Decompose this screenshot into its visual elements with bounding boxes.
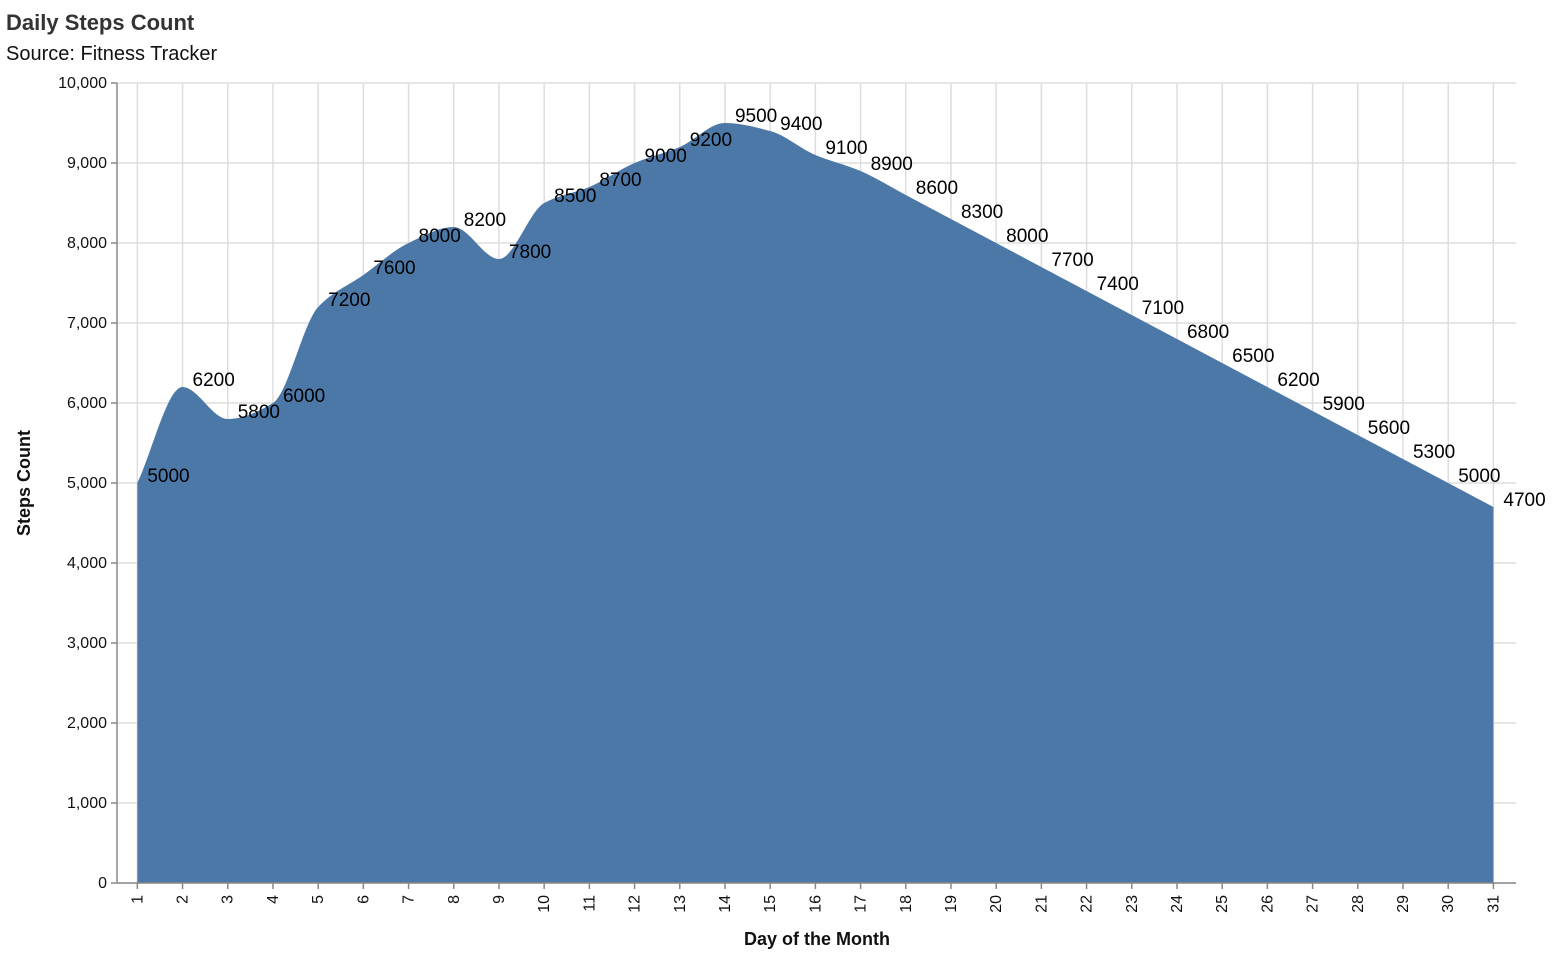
- data-label: 9100: [825, 138, 867, 159]
- data-label: 9500: [735, 106, 777, 127]
- x-tick-label: 14: [717, 895, 734, 913]
- data-label: 8300: [961, 202, 1003, 223]
- y-tick-label: 3,000: [67, 635, 107, 652]
- x-tick-label: 10: [536, 895, 553, 913]
- data-label: 6200: [1277, 370, 1319, 391]
- x-tick-label: 2: [175, 895, 192, 904]
- y-tick-label: 5,000: [67, 475, 107, 492]
- data-label: 7700: [1051, 250, 1093, 271]
- data-label: 5300: [1413, 442, 1455, 463]
- x-tick-label: 27: [1305, 895, 1322, 913]
- data-label: 5800: [238, 402, 280, 423]
- x-axis-title: Day of the Month: [744, 929, 890, 949]
- data-label: 8700: [599, 170, 641, 191]
- x-tick-label: 8: [446, 895, 463, 904]
- data-label: 7400: [1097, 274, 1139, 295]
- x-tick-label: 17: [853, 895, 870, 913]
- x-tick-label: 1: [129, 895, 146, 904]
- x-tick-label: 31: [1485, 895, 1502, 913]
- data-label: 6800: [1187, 322, 1229, 343]
- x-tick-label: 25: [1214, 895, 1231, 913]
- x-tick-label: 20: [988, 895, 1005, 913]
- x-tick-label: 23: [1124, 895, 1141, 913]
- chart-title: Daily Steps Count: [6, 10, 195, 35]
- chart-subtitle: Source: Fitness Tracker: [6, 43, 218, 65]
- data-label: 9000: [645, 146, 687, 167]
- data-label: 7200: [328, 290, 370, 311]
- y-tick-label: 2,000: [67, 715, 107, 732]
- data-label: 8600: [916, 178, 958, 199]
- x-tick-label: 30: [1440, 895, 1457, 913]
- data-label: 7100: [1142, 298, 1184, 319]
- data-label: 5600: [1368, 418, 1410, 439]
- x-tick-label: 19: [943, 895, 960, 913]
- x-tick-label: 21: [1033, 895, 1050, 913]
- data-label: 6500: [1232, 346, 1274, 367]
- data-label: 7600: [373, 258, 415, 279]
- x-tick-label: 26: [1259, 895, 1276, 913]
- data-label: 4700: [1503, 490, 1545, 511]
- y-tick-label: 4,000: [67, 555, 107, 572]
- data-label: 7800: [509, 242, 551, 263]
- y-tick-label: 8,000: [67, 235, 107, 252]
- y-tick-label: 6,000: [67, 395, 107, 412]
- x-tick-label: 3: [220, 895, 237, 904]
- y-tick-label: 7,000: [67, 315, 107, 332]
- axes: 0 1,000 2,000 3,000 4,000 5,000 6,000 7,000 8,00…: [58, 75, 1516, 913]
- data-label: 9200: [690, 130, 732, 151]
- x-tick-label: 29: [1395, 895, 1412, 913]
- x-tick-label: 11: [581, 895, 598, 912]
- x-tick-label: 12: [627, 895, 644, 913]
- y-tick-label: 10,000: [58, 75, 107, 92]
- data-label: 8900: [871, 154, 913, 175]
- x-tick-label: 22: [1079, 895, 1096, 913]
- x-tick-label: 24: [1169, 895, 1186, 913]
- data-label: 5000: [147, 466, 189, 487]
- x-tick-label: 4: [265, 895, 282, 904]
- x-tick-label: 6: [355, 895, 372, 904]
- data-label: 9400: [780, 114, 822, 135]
- data-label: 8000: [1006, 226, 1048, 247]
- data-label: 6200: [193, 370, 235, 391]
- x-tick-label: 18: [898, 895, 915, 913]
- data-label: 8200: [464, 210, 506, 231]
- data-label: 5900: [1323, 394, 1365, 415]
- y-tick-label: 9,000: [67, 155, 107, 172]
- data-label: 8000: [419, 226, 461, 247]
- data-label: 8500: [554, 186, 596, 207]
- x-tick-label: 13: [672, 895, 689, 913]
- data-label: 5000: [1458, 466, 1500, 487]
- x-tick-label: 7: [401, 895, 418, 904]
- x-tick-label: 5: [310, 895, 327, 904]
- data-labels: 5000620058006000720076008000820078008500…: [147, 106, 1545, 511]
- x-tick-label: 16: [807, 895, 824, 913]
- x-tick-label: 9: [491, 895, 508, 904]
- y-tick-label: 1,000: [67, 795, 107, 812]
- y-tick-label: 0: [98, 875, 107, 892]
- x-tick-label: 28: [1350, 895, 1367, 913]
- x-tick-label: 15: [762, 895, 779, 913]
- steps-area: [137, 123, 1494, 883]
- y-axis-title: Steps Count: [14, 430, 34, 536]
- data-label: 6000: [283, 386, 325, 407]
